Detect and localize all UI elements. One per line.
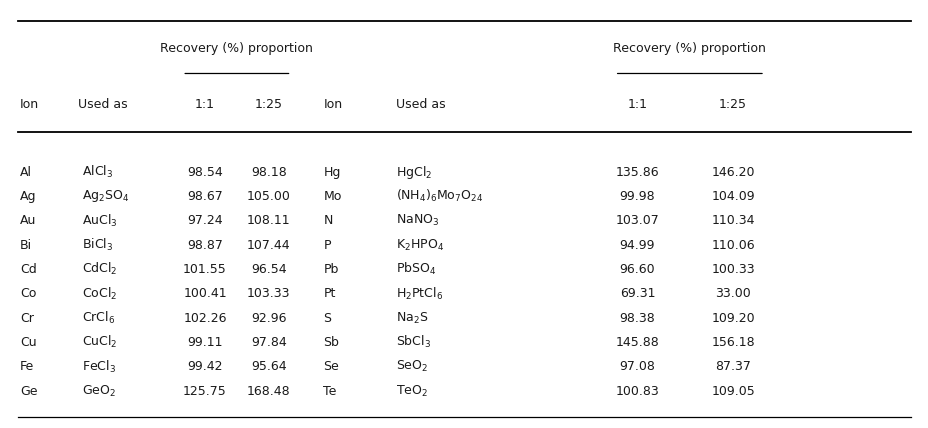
Text: Fe: Fe (20, 360, 34, 373)
Text: 135.86: 135.86 (615, 166, 659, 178)
Text: CuCl$_2$: CuCl$_2$ (82, 334, 118, 351)
Text: 99.11: 99.11 (187, 336, 223, 349)
Text: FeCl$_3$: FeCl$_3$ (82, 359, 116, 375)
Text: Cr: Cr (20, 312, 34, 324)
Text: 156.18: 156.18 (711, 336, 754, 349)
Text: Used as: Used as (77, 98, 127, 111)
Text: Recovery (%) proportion: Recovery (%) proportion (612, 42, 766, 55)
Text: 100.83: 100.83 (615, 384, 659, 398)
Text: SeO$_2$: SeO$_2$ (396, 359, 428, 374)
Text: Sb: Sb (323, 336, 339, 349)
Text: Au: Au (20, 214, 36, 227)
Text: Co: Co (20, 287, 36, 300)
Text: Na$_2$S: Na$_2$S (396, 310, 428, 326)
Text: Cu: Cu (20, 336, 37, 349)
Text: 104.09: 104.09 (711, 190, 754, 203)
Text: PbSO$_4$: PbSO$_4$ (396, 262, 436, 277)
Text: 125.75: 125.75 (183, 384, 226, 398)
Text: 99.98: 99.98 (619, 190, 654, 203)
Text: Cd: Cd (20, 263, 37, 276)
Text: 33.00: 33.00 (715, 287, 750, 300)
Text: 101.55: 101.55 (183, 263, 226, 276)
Text: HgCl$_2$: HgCl$_2$ (396, 163, 432, 181)
Text: S: S (323, 312, 331, 324)
Text: 95.64: 95.64 (251, 360, 286, 373)
Text: K$_2$HPO$_4$: K$_2$HPO$_4$ (396, 238, 444, 253)
Text: Mo: Mo (323, 190, 342, 203)
Text: 97.08: 97.08 (619, 360, 655, 373)
Text: Se: Se (323, 360, 339, 373)
Text: 69.31: 69.31 (619, 287, 654, 300)
Text: 109.05: 109.05 (711, 384, 754, 398)
Text: 110.06: 110.06 (711, 238, 754, 252)
Text: 99.42: 99.42 (187, 360, 223, 373)
Text: 100.41: 100.41 (183, 287, 226, 300)
Text: CoCl$_2$: CoCl$_2$ (82, 285, 117, 302)
Text: 103.33: 103.33 (247, 287, 290, 300)
Text: (NH$_4$)$_6$Mo$_7$O$_{24}$: (NH$_4$)$_6$Mo$_7$O$_{24}$ (396, 188, 483, 205)
Text: Al: Al (20, 166, 32, 178)
Text: AlCl$_3$: AlCl$_3$ (82, 164, 113, 180)
Text: 1:25: 1:25 (254, 98, 282, 111)
Text: AuCl$_3$: AuCl$_3$ (82, 213, 118, 229)
Text: Ag: Ag (20, 190, 37, 203)
Text: H$_2$PtCl$_6$: H$_2$PtCl$_6$ (396, 285, 443, 302)
Text: 98.54: 98.54 (187, 166, 223, 178)
Text: Used as: Used as (396, 98, 445, 111)
Text: 168.48: 168.48 (247, 384, 290, 398)
Text: P: P (323, 238, 330, 252)
Text: TeO$_2$: TeO$_2$ (396, 383, 428, 398)
Text: Recovery (%) proportion: Recovery (%) proportion (161, 42, 313, 55)
Text: 107.44: 107.44 (247, 238, 290, 252)
Text: 100.33: 100.33 (711, 263, 754, 276)
Text: 103.07: 103.07 (615, 214, 659, 227)
Text: 98.38: 98.38 (619, 312, 654, 324)
Text: 1:25: 1:25 (718, 98, 746, 111)
Text: SbCl$_3$: SbCl$_3$ (396, 334, 431, 351)
Text: Te: Te (323, 384, 336, 398)
Text: 96.54: 96.54 (251, 263, 286, 276)
Text: 87.37: 87.37 (715, 360, 750, 373)
Text: 98.18: 98.18 (251, 166, 287, 178)
Text: N: N (323, 214, 332, 227)
Text: GeO$_2$: GeO$_2$ (82, 383, 116, 398)
Text: BiCl$_3$: BiCl$_3$ (82, 237, 113, 253)
Text: 102.26: 102.26 (183, 312, 226, 324)
Text: 97.84: 97.84 (251, 336, 287, 349)
Text: Ag$_2$SO$_4$: Ag$_2$SO$_4$ (82, 188, 129, 205)
Text: CrCl$_6$: CrCl$_6$ (82, 310, 115, 326)
Text: 145.88: 145.88 (615, 336, 659, 349)
Text: Pt: Pt (323, 287, 335, 300)
Text: 98.87: 98.87 (187, 238, 223, 252)
Text: 109.20: 109.20 (711, 312, 754, 324)
Text: 94.99: 94.99 (619, 238, 654, 252)
Text: Hg: Hg (323, 166, 341, 178)
Text: Ion: Ion (20, 98, 39, 111)
Text: Ge: Ge (20, 384, 38, 398)
Text: 98.67: 98.67 (187, 190, 223, 203)
Text: 108.11: 108.11 (247, 214, 290, 227)
Text: 105.00: 105.00 (247, 190, 290, 203)
Text: 110.34: 110.34 (711, 214, 754, 227)
Text: 92.96: 92.96 (251, 312, 286, 324)
Text: CdCl$_2$: CdCl$_2$ (82, 262, 118, 277)
Text: Pb: Pb (323, 263, 339, 276)
Text: Ion: Ion (323, 98, 342, 111)
Text: 146.20: 146.20 (711, 166, 754, 178)
Text: 1:1: 1:1 (195, 98, 214, 111)
Text: 1:1: 1:1 (626, 98, 647, 111)
Text: 97.24: 97.24 (187, 214, 223, 227)
Text: Bi: Bi (20, 238, 32, 252)
Text: 96.60: 96.60 (619, 263, 654, 276)
Text: NaNO$_3$: NaNO$_3$ (396, 213, 439, 228)
